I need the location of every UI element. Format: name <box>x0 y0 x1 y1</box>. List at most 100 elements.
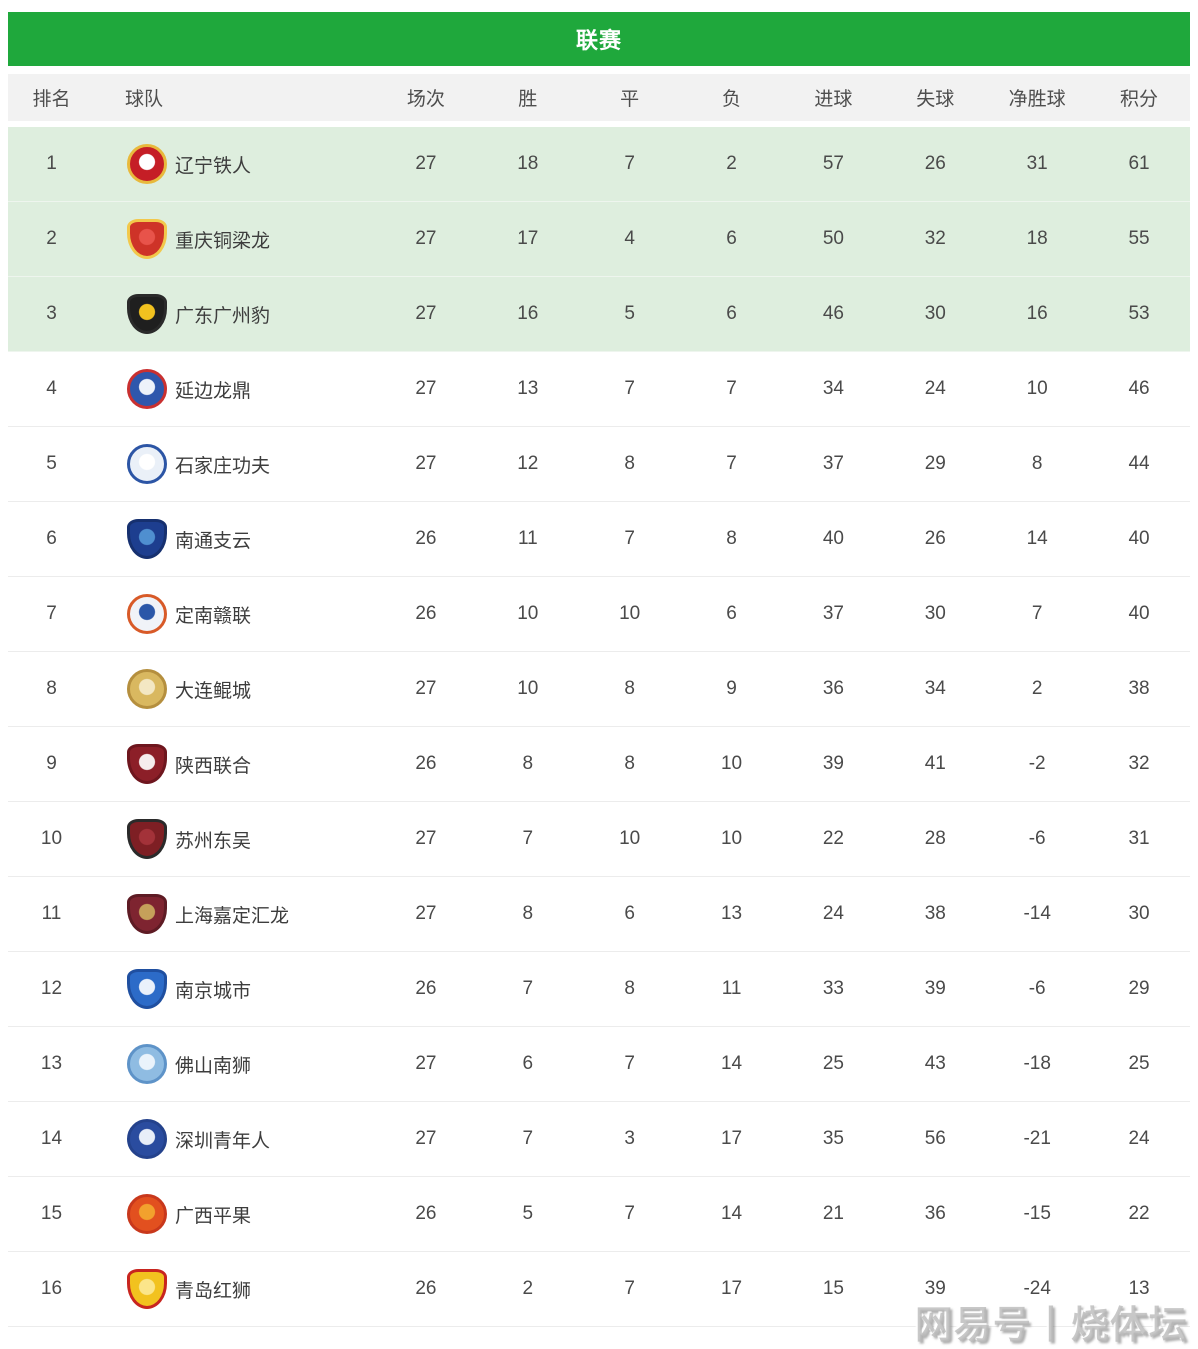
stat-cell: -14 <box>1023 903 1051 924</box>
team-logo-icon <box>127 594 167 634</box>
stat-cell: 14 <box>720 1203 743 1224</box>
stat-cell: 7 <box>624 1278 635 1299</box>
stat-cell: 26 <box>415 753 437 774</box>
team-cell: 南京城市 <box>95 969 375 1009</box>
team-logo-icon <box>127 294 167 334</box>
stat-cell: 5 <box>522 1203 534 1224</box>
stat-cell: 2 <box>522 1278 534 1299</box>
team-logo-icon <box>127 1044 167 1084</box>
stat-cell: 40 <box>822 528 844 549</box>
table-row[interactable]: 13 佛山南狮 27 6 7 14 25 43 -18 25 <box>8 1027 1190 1102</box>
stat-cell: 10 <box>517 678 539 699</box>
table-row[interactable]: 2 重庆铜梁龙 27 17 4 6 50 32 18 55 <box>8 202 1190 277</box>
column-header-played: 场次 <box>406 89 445 110</box>
stat-cell: 40 <box>1128 528 1150 549</box>
team-name: 广东广州豹 <box>175 305 271 327</box>
table-row[interactable]: 6 南通支云 26 11 7 8 40 26 14 40 <box>8 502 1190 577</box>
rank-cell: 3 <box>46 303 57 324</box>
stat-cell: 7 <box>1031 603 1043 624</box>
rank-cell: 13 <box>40 1053 63 1074</box>
stat-cell: 10 <box>619 828 641 849</box>
stat-cell: 6 <box>624 903 635 924</box>
team-name: 大连鲲城 <box>175 680 252 702</box>
stat-cell: 7 <box>726 453 737 474</box>
stat-cell: 28 <box>924 828 946 849</box>
team-name: 辽宁铁人 <box>175 155 252 177</box>
stat-cell: 30 <box>924 603 946 624</box>
team-logo-icon <box>127 1269 167 1309</box>
stat-cell: -6 <box>1028 828 1046 849</box>
stat-cell: 31 <box>1128 828 1150 849</box>
team-cell: 广东广州豹 <box>95 294 375 334</box>
rank-cell: 8 <box>46 678 57 699</box>
rank-cell: 12 <box>40 978 63 999</box>
team-cell: 上海嘉定汇龙 <box>95 894 375 934</box>
table-row[interactable]: 8 大连鲲城 27 10 8 9 36 34 2 38 <box>8 652 1190 727</box>
rank-cell: 10 <box>40 828 63 849</box>
rank-cell: 9 <box>46 753 57 774</box>
stat-cell: -15 <box>1023 1203 1051 1224</box>
table-row[interactable]: 5 石家庄功夫 27 12 8 7 37 29 8 44 <box>8 427 1190 502</box>
table-row[interactable]: 3 广东广州豹 27 16 5 6 46 30 16 53 <box>8 277 1190 352</box>
team-cell: 苏州东吴 <box>95 819 375 859</box>
rank-cell: 2 <box>46 228 57 249</box>
table-row[interactable]: 15 广西平果 26 5 7 14 21 36 -15 22 <box>8 1177 1190 1252</box>
team-name: 南京城市 <box>175 980 252 1002</box>
rank-cell: 11 <box>41 903 62 924</box>
table-row[interactable]: 10 苏州东吴 27 7 10 10 22 28 -6 31 <box>8 802 1190 877</box>
team-name: 南通支云 <box>175 530 252 552</box>
team-cell: 定南赣联 <box>95 594 375 634</box>
stat-cell: 27 <box>415 678 437 699</box>
table-row[interactable]: 14 深圳青年人 27 7 3 17 35 56 -21 24 <box>8 1102 1190 1177</box>
stat-cell: 24 <box>1128 1128 1150 1149</box>
column-header-lost: 负 <box>722 89 742 110</box>
stat-cell: 29 <box>924 453 946 474</box>
stat-cell: 6 <box>522 1053 534 1074</box>
stat-cell: 17 <box>517 228 539 249</box>
stat-cell: 9 <box>726 678 737 699</box>
stat-cell: 21 <box>822 1203 844 1224</box>
stat-cell: 11 <box>517 528 538 549</box>
stat-cell: 27 <box>415 153 437 174</box>
stat-cell: 39 <box>822 753 844 774</box>
stat-cell: -21 <box>1023 1128 1051 1149</box>
stat-cell: 17 <box>720 1128 743 1149</box>
stat-cell: 14 <box>1026 528 1048 549</box>
stat-cell: 7 <box>624 153 635 174</box>
table-row[interactable]: 16 青岛红狮 26 2 7 17 15 39 -24 13 <box>8 1252 1190 1327</box>
stat-cell: 38 <box>1128 678 1150 699</box>
stat-cell: 5 <box>624 303 635 324</box>
rank-cell: 16 <box>40 1278 63 1299</box>
stat-cell: 16 <box>1026 303 1048 324</box>
stat-cell: 22 <box>822 828 844 849</box>
stat-cell: 8 <box>624 978 635 999</box>
table-row[interactable]: 4 延边龙鼎 27 13 7 7 34 24 10 46 <box>8 352 1190 427</box>
stat-cell: -24 <box>1023 1278 1051 1299</box>
table-row[interactable]: 11 上海嘉定汇龙 27 8 6 13 24 38 -14 30 <box>8 877 1190 952</box>
stat-cell: 26 <box>415 1278 437 1299</box>
stat-cell: 2 <box>726 153 737 174</box>
stat-cell: 27 <box>415 303 437 324</box>
stat-cell: 13 <box>720 903 743 924</box>
table-row[interactable]: 12 南京城市 26 7 8 11 33 39 -6 29 <box>8 952 1190 1027</box>
stat-cell: 8 <box>624 453 635 474</box>
table-row[interactable]: 9 陕西联合 26 8 8 10 39 41 -2 32 <box>8 727 1190 802</box>
stat-cell: 31 <box>1026 153 1048 174</box>
team-name: 定南赣联 <box>175 605 252 627</box>
stat-cell: 7 <box>522 1128 534 1149</box>
league-title-bar: 联赛 <box>8 12 1190 66</box>
team-cell: 深圳青年人 <box>95 1119 375 1159</box>
team-cell: 大连鲲城 <box>95 669 375 709</box>
team-logo-icon <box>127 969 167 1009</box>
stat-cell: 26 <box>415 528 437 549</box>
stat-cell: 7 <box>624 378 635 399</box>
column-header-points: 积分 <box>1120 89 1159 110</box>
table-row[interactable]: 1 辽宁铁人 27 18 7 2 57 26 31 61 <box>8 127 1190 202</box>
stat-cell: 10 <box>1026 378 1048 399</box>
stat-cell: 4 <box>624 228 635 249</box>
table-row[interactable]: 7 定南赣联 26 10 10 6 37 30 7 40 <box>8 577 1190 652</box>
team-name: 佛山南狮 <box>175 1055 252 1077</box>
league-title: 联赛 <box>575 28 622 53</box>
stat-cell: 24 <box>822 903 844 924</box>
stat-cell: 8 <box>726 528 737 549</box>
